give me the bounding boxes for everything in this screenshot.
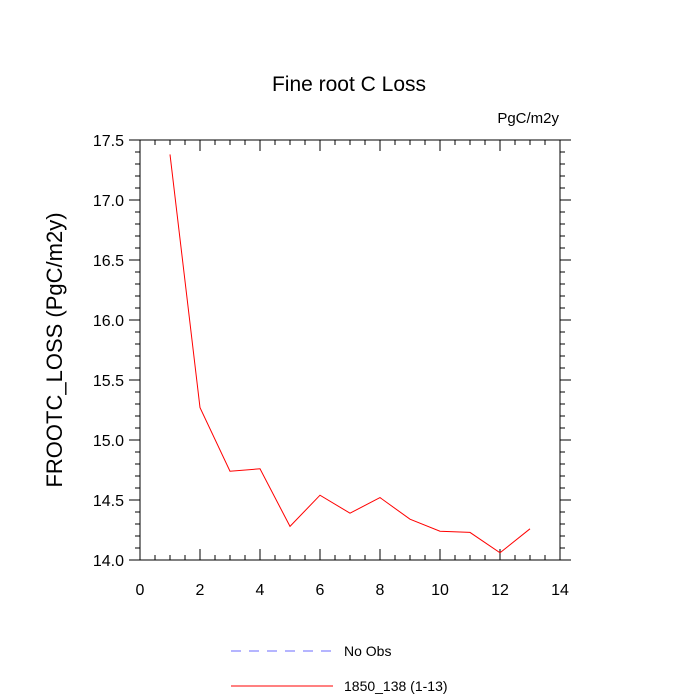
y-tick-label: 17.0	[93, 193, 124, 210]
y-tick-label: 14.5	[93, 493, 124, 510]
y-tick-labels: 14.0 14.5 15.0 15.5 16.0 16.5 17.0 17.5	[93, 133, 124, 570]
y-tick-label: 16.0	[93, 313, 124, 330]
x-tick-label: 4	[256, 582, 265, 599]
x-tick-label: 2	[196, 582, 205, 599]
y-tick-label: 15.0	[93, 433, 124, 450]
x-tick-labels: 0 2 4 6 8 10 12 14	[136, 582, 569, 599]
plot-frame	[139, 139, 561, 561]
series-line	[169, 154, 531, 554]
chart-title: Fine root C Loss	[272, 73, 426, 96]
axis-ticks	[129, 139, 571, 561]
y-tick-label: 14.0	[93, 553, 124, 570]
y-axis-label: FROOTC_LOSS (PgC/m2y)	[42, 212, 67, 487]
x-tick-label: 8	[376, 582, 385, 599]
y-tick-label: 15.5	[93, 373, 124, 390]
units-label: PgC/m2y	[497, 110, 559, 127]
y-tick-label: 17.5	[93, 133, 124, 150]
legend-label: No Obs	[344, 643, 391, 659]
x-tick-label: 10	[431, 582, 449, 599]
legend-label: 1850_138 (1-13)	[344, 678, 448, 694]
legend: No Obs 1850_138 (1-13)	[231, 643, 448, 694]
x-tick-label: 6	[316, 582, 325, 599]
x-tick-label: 0	[136, 582, 145, 599]
y-tick-label: 16.5	[93, 253, 124, 270]
x-tick-label: 12	[491, 582, 509, 599]
x-tick-label: 14	[551, 582, 569, 599]
series-layer	[169, 154, 531, 554]
